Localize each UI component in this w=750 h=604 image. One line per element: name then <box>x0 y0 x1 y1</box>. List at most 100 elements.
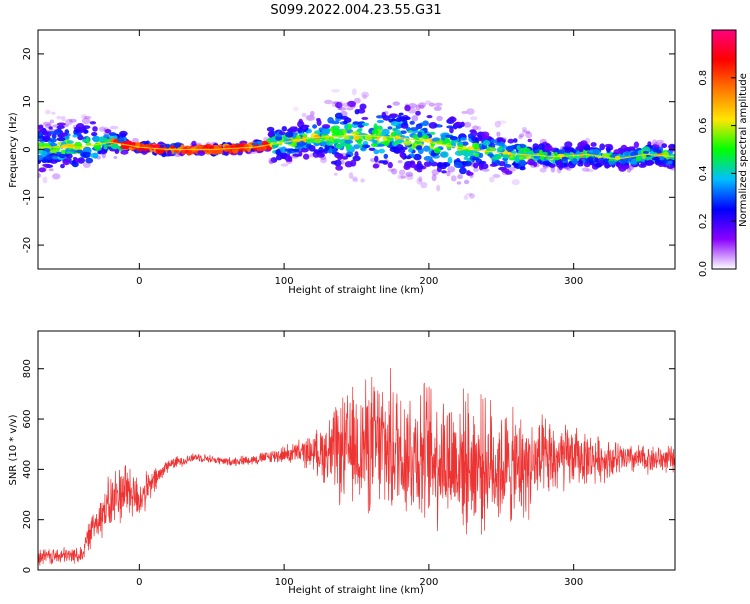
spectrogram-cell <box>99 136 104 143</box>
spectrogram-cell <box>346 107 354 111</box>
spectrogram-cell <box>109 125 119 130</box>
spectrogram-cell <box>332 125 340 130</box>
spectrogram-cell <box>522 130 528 134</box>
spectrogram-cell <box>400 130 407 134</box>
spectrogram-cell <box>104 129 112 134</box>
spectrogram-cell <box>624 164 629 168</box>
spectrogram-cell <box>38 124 44 129</box>
spectrogram-cell <box>496 137 504 142</box>
spectrogram-cell <box>361 116 369 120</box>
spectrogram-cell <box>466 171 474 176</box>
spectrogram-cell <box>518 135 523 140</box>
spectrogram-cell <box>397 174 404 180</box>
spectrogram-cell <box>285 158 293 162</box>
spectrogram-cell <box>583 162 591 168</box>
spectrogram-cell <box>42 176 48 184</box>
spectrogram-cell <box>624 151 630 157</box>
spectrogram-cell <box>97 150 102 155</box>
spectrogram-cell <box>527 138 532 143</box>
spectrogram-cell <box>516 145 521 151</box>
spectrogram-cell <box>321 124 331 129</box>
spectrogram-cell <box>457 174 463 180</box>
colorbar-tick-label: 0.4 <box>698 165 709 181</box>
spectrogram-cell <box>564 141 573 148</box>
spectrogram-cell <box>350 131 360 135</box>
spectrogram-cell <box>69 118 77 123</box>
spectrogram-cell <box>511 179 520 186</box>
x-tick-label: 0 <box>136 276 142 287</box>
spectrogram-cell <box>654 160 662 166</box>
spectrogram-cell <box>382 136 388 141</box>
spectrogram-cell <box>331 89 340 93</box>
spectrogram-cell <box>641 154 646 160</box>
spectrogram-cell <box>66 140 74 145</box>
snr-series-line <box>38 367 675 566</box>
spectrogram-cell <box>428 122 438 129</box>
spectrogram-cell <box>400 149 406 153</box>
spectrogram-cell <box>613 149 621 155</box>
spectrogram-cell <box>113 156 118 159</box>
spectrogram-cell <box>316 152 325 158</box>
spectrogram-cell <box>498 161 506 167</box>
spectrogram-cell <box>480 163 489 170</box>
spectrogram-cell <box>275 149 282 156</box>
spectrogram-cell <box>519 166 526 171</box>
spectrogram-cell <box>635 156 642 162</box>
spectrogram-cell <box>377 143 386 147</box>
colorbar: 0.0 0.2 0.4 0.6 0.8 Normalized spectral ampl… <box>698 29 749 277</box>
spectrogram-cell <box>489 163 498 167</box>
spectrogram-cell <box>661 143 668 149</box>
spectrogram-cell <box>66 153 73 159</box>
spectrogram-cell <box>249 150 258 154</box>
spectrogram-cell <box>360 178 365 183</box>
spectrogram-cell <box>415 163 424 170</box>
spectrogram-cell <box>44 155 53 160</box>
spectrogram-cell <box>416 177 423 185</box>
spectrogram-cell <box>357 138 362 145</box>
spectrogram-cell <box>501 168 510 173</box>
spectrogram-cell <box>374 155 379 163</box>
spectrogram-cell <box>352 178 359 183</box>
spectrogram-cell <box>38 149 44 154</box>
spectrogram-cell <box>592 148 600 156</box>
spectrogram-cell <box>306 144 312 149</box>
spectrogram-cell <box>314 138 322 144</box>
spectrogram-cell <box>354 151 359 158</box>
spectrogram-cell <box>62 158 71 166</box>
spectrogram-cell <box>497 120 507 124</box>
spectrogram-cell <box>92 136 100 142</box>
y-tick-label: 800 <box>22 359 33 378</box>
spectrogram-cell <box>422 127 428 132</box>
spectrogram-cell <box>85 137 90 144</box>
spectrogram-cell <box>345 154 351 158</box>
spectrogram-cell <box>75 149 84 154</box>
spectrogram-cell <box>431 169 439 176</box>
spectrogram-cell <box>325 141 334 146</box>
spectrogram-cell <box>533 163 540 168</box>
spectrogram-cell <box>599 143 606 151</box>
spectrogram-cell <box>338 101 344 108</box>
spectrogram-cell <box>382 160 389 165</box>
spectrogram-cell <box>351 88 357 96</box>
spectrogram-cell <box>120 150 129 155</box>
spectrogram-cell <box>395 139 405 143</box>
spectrogram-marks <box>38 88 675 200</box>
spectrogram-cell <box>489 147 496 151</box>
x-tick-label: 100 <box>275 276 294 287</box>
spectrogram-cell <box>408 148 413 153</box>
spectrogram-cell <box>436 184 441 192</box>
spectrogram-cell <box>473 167 479 172</box>
spectrogram-panel: 0 100 200 300 -20 -10 0 10 20 Height of straight… <box>8 29 676 296</box>
spectrogram-cell <box>477 134 483 142</box>
spectrogram-cell <box>436 115 443 122</box>
spectrogram-cell <box>333 172 338 176</box>
spectrogram-cell <box>505 145 514 152</box>
snr-ylabel: SNR (10 * v/v) <box>8 414 19 485</box>
spectrogram-cell <box>42 163 51 167</box>
spectrogram-cell <box>489 176 495 183</box>
spectrogram-cell <box>496 131 501 137</box>
spectrogram-cell <box>376 119 385 124</box>
spectrogram-cell <box>472 142 480 149</box>
spectrogram-cell <box>331 127 340 135</box>
